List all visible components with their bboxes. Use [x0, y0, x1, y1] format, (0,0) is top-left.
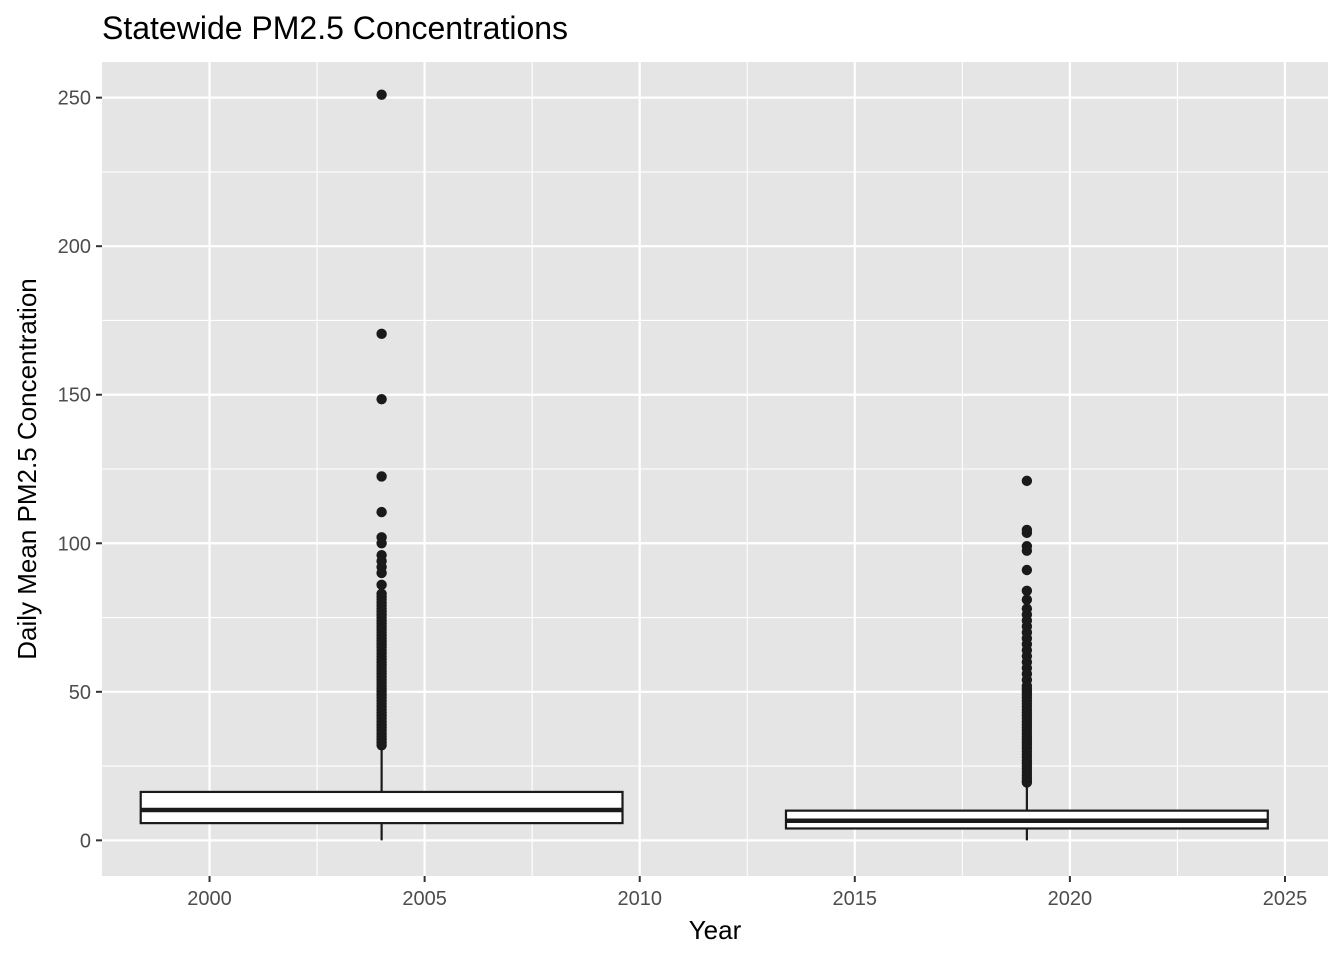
x-tick-label: 2005: [402, 888, 447, 910]
outlier-point: [376, 588, 387, 599]
x-tick-label: 2000: [187, 888, 232, 910]
major-gridlines: [102, 62, 1328, 876]
y-tick-label: 150: [58, 385, 91, 407]
outlier-point: [1021, 475, 1033, 487]
outlier-point: [376, 89, 387, 100]
y-tick-label: 100: [58, 533, 91, 555]
x-tick-label: 2020: [1048, 888, 1093, 910]
minor-gridlines: [102, 62, 1328, 876]
y-tick-label: 0: [80, 830, 91, 852]
outlier-point: [376, 549, 387, 561]
y-tick-label: 250: [58, 88, 91, 110]
outlier-point: [376, 393, 387, 405]
chart-title: Statewide PM2.5 Concentrations: [102, 10, 568, 46]
outlier-point: [1021, 603, 1033, 614]
outlier-point: [376, 532, 387, 543]
axis-tick-labels: 2000 2005 2010 2015 2020 2025 0 50 100 150 200 250: [58, 88, 1308, 910]
y-tick-label: 200: [58, 236, 91, 258]
box-layer: [139, 745, 1269, 841]
outlier-point: [1021, 524, 1033, 536]
y-axis-title: Daily Mean PM2.5 Concentration: [12, 278, 42, 660]
x-axis-title: Year: [689, 915, 742, 945]
box-iqr: [139, 790, 624, 825]
outlier-point: [376, 328, 387, 340]
x-tick-label: 2015: [833, 888, 878, 910]
axis-ticks: [96, 96, 1286, 882]
outlier-point: [1021, 564, 1033, 576]
outlier-point: [376, 471, 387, 482]
outlier-point: [1021, 541, 1033, 552]
outlier-point: [1021, 585, 1033, 597]
outlier-point: [376, 506, 387, 518]
y-tick-label: 50: [69, 682, 91, 704]
x-tick-label: 2010: [617, 888, 662, 910]
outlier-point: [1021, 594, 1033, 605]
x-tick-label: 2025: [1263, 888, 1308, 910]
outlier-point: [376, 579, 387, 591]
outlier-layer: [376, 89, 1033, 788]
